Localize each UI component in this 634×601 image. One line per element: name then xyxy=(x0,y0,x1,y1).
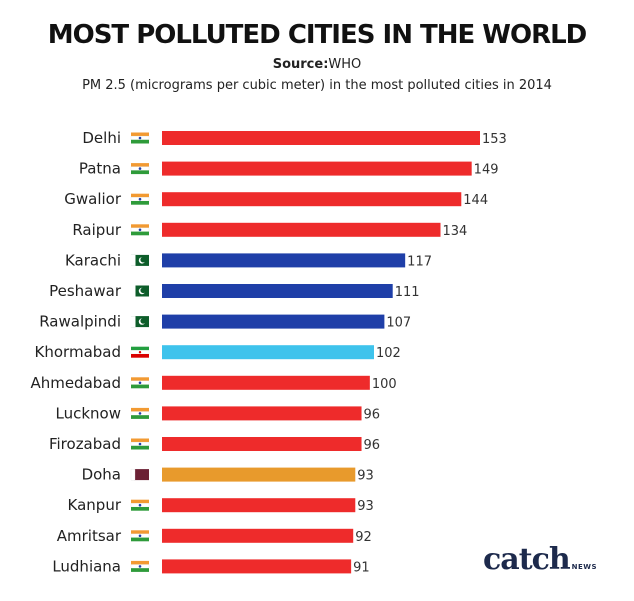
pakistan-flag-icon xyxy=(131,254,136,266)
category-label: Ahmedabad xyxy=(30,374,121,392)
iran-flag-icon xyxy=(131,354,149,358)
bar xyxy=(162,406,362,421)
iran-flag-icon xyxy=(131,346,149,351)
value-label: 96 xyxy=(364,438,381,453)
value-label: 91 xyxy=(353,560,370,575)
bar xyxy=(162,437,362,451)
category-label: Raipur xyxy=(72,221,121,239)
india-flag-icon xyxy=(138,167,142,170)
bar xyxy=(162,222,441,237)
value-label: 92 xyxy=(355,530,372,545)
bar xyxy=(162,161,472,176)
value-label: 144 xyxy=(463,193,488,208)
india-flag-icon xyxy=(138,534,142,538)
value-label: 117 xyxy=(407,254,432,269)
india-flag-icon xyxy=(131,170,149,175)
value-label: 100 xyxy=(372,377,397,392)
value-label: 111 xyxy=(395,285,420,300)
category-label: Gwalior xyxy=(64,190,122,208)
pakistan-flag-icon xyxy=(140,287,146,294)
india-flag-icon xyxy=(131,201,149,205)
india-flag-icon xyxy=(131,415,149,419)
bar xyxy=(162,314,385,329)
category-label: Doha xyxy=(82,466,121,484)
india-flag-icon xyxy=(131,499,149,504)
category-label: Amritsar xyxy=(57,527,122,545)
bar xyxy=(162,498,356,513)
pakistan-flag-icon xyxy=(140,256,146,263)
bar xyxy=(162,192,462,207)
category-label: Lucknow xyxy=(56,404,122,422)
logo-main: catch xyxy=(483,542,571,577)
india-flag-icon xyxy=(138,197,142,201)
category-label: Ludhiana xyxy=(52,557,121,575)
category-label: Patna xyxy=(79,160,121,178)
iran-flag-icon xyxy=(138,351,142,354)
pakistan-flag-icon xyxy=(131,316,136,328)
value-label: 102 xyxy=(376,346,401,361)
value-label: 107 xyxy=(386,316,411,331)
pakistan-flag-icon xyxy=(140,318,146,324)
india-flag-icon xyxy=(131,163,149,167)
india-flag-icon xyxy=(131,530,149,534)
india-flag-icon xyxy=(138,228,142,232)
source-line: Source:WHO xyxy=(0,57,634,72)
value-label: 93 xyxy=(357,499,374,514)
category-label: Khormabad xyxy=(35,343,121,361)
india-flag-icon xyxy=(131,560,149,565)
india-flag-icon xyxy=(131,132,149,137)
india-flag-icon xyxy=(138,442,142,446)
bar xyxy=(162,467,356,482)
bar xyxy=(162,131,480,145)
india-flag-icon xyxy=(131,139,149,144)
india-flag-icon xyxy=(131,193,149,198)
qatar-flag-icon xyxy=(130,468,136,481)
category-label: Delhi xyxy=(82,129,121,147)
category-label: Firozabad xyxy=(49,435,121,453)
india-flag-icon xyxy=(131,537,149,542)
bar xyxy=(162,253,406,268)
bar xyxy=(162,345,374,360)
value-label: 149 xyxy=(474,163,499,178)
source-value: WHO xyxy=(328,57,362,72)
india-flag-icon xyxy=(138,136,142,140)
bar xyxy=(162,375,370,390)
value-label: 153 xyxy=(482,132,507,147)
india-flag-icon xyxy=(131,507,149,511)
india-flag-icon xyxy=(138,412,142,415)
india-flag-icon xyxy=(131,445,149,450)
source-label: Source: xyxy=(272,57,329,72)
india-flag-icon xyxy=(131,438,149,443)
chart-title: MOST POLLUTED CITIES IN THE WORLD xyxy=(47,20,588,50)
india-flag-icon xyxy=(131,224,149,228)
category-label: Karachi xyxy=(65,251,121,269)
india-flag-icon xyxy=(131,407,149,412)
logo-sub: NEWS xyxy=(571,563,598,571)
chart-subtitle: PM 2.5 (micrograms per cubic meter) in t… xyxy=(82,78,552,93)
india-flag-icon xyxy=(138,381,142,385)
india-flag-icon xyxy=(131,377,149,381)
value-label: 93 xyxy=(357,469,374,484)
bar xyxy=(162,284,393,298)
india-flag-icon xyxy=(138,503,142,507)
india-flag-icon xyxy=(131,384,149,389)
pakistan-flag-icon xyxy=(131,285,136,297)
category-label: Peshawar xyxy=(49,282,122,300)
india-flag-icon xyxy=(131,568,149,572)
qatar-flag-icon xyxy=(134,469,149,481)
bar xyxy=(162,559,352,574)
category-label: Rawalpindi xyxy=(39,313,121,331)
india-flag-icon xyxy=(138,565,142,568)
category-label: Kanpur xyxy=(68,496,122,514)
value-label: 96 xyxy=(364,407,381,422)
bar xyxy=(162,528,354,543)
value-label: 134 xyxy=(443,224,468,239)
catch-news-logo: catch NEWS xyxy=(483,542,597,577)
india-flag-icon xyxy=(131,231,149,236)
